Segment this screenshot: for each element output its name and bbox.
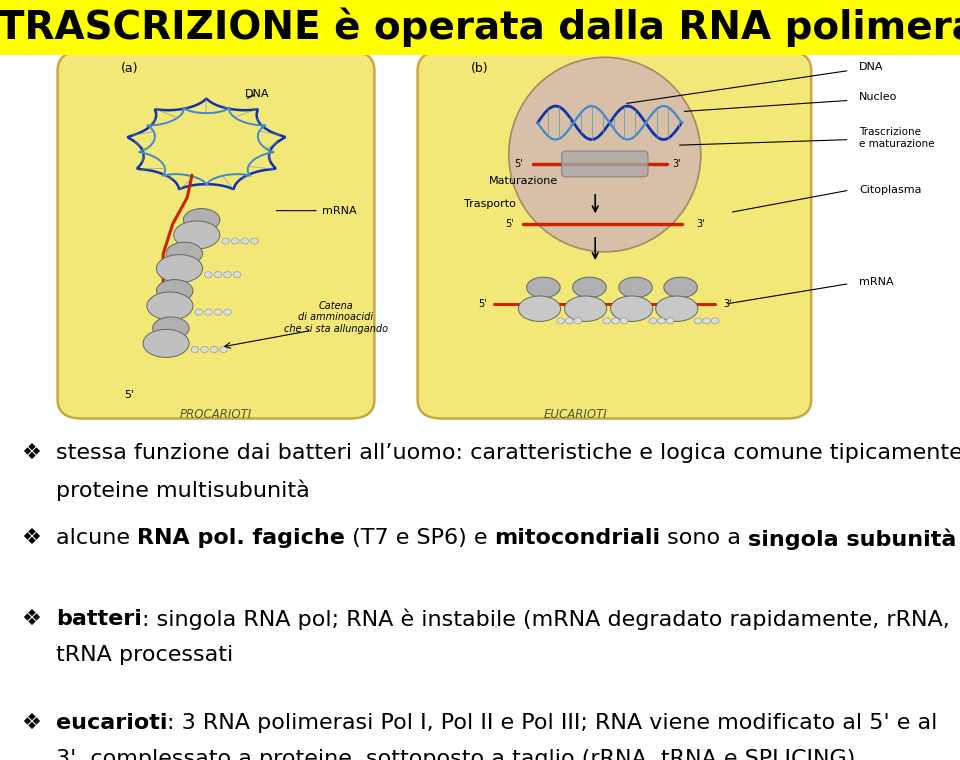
Text: DNA: DNA [245, 89, 270, 99]
Text: 3', complessato a proteine, sottoposto a taglio (rRNA, tRNA e SPLICING),: 3', complessato a proteine, sottoposto a… [56, 749, 862, 760]
Text: Trascrizione
e maturazione: Trascrizione e maturazione [859, 127, 935, 148]
Circle shape [195, 309, 203, 315]
Circle shape [204, 271, 212, 277]
Circle shape [711, 318, 719, 324]
Text: sono a: sono a [660, 528, 749, 548]
Text: : singola RNA pol; RNA è instabile (mRNA degradato rapidamente, rRNA,: : singola RNA pol; RNA è instabile (mRNA… [141, 609, 949, 630]
Text: PROCARIOTI: PROCARIOTI [180, 408, 252, 421]
Ellipse shape [656, 296, 698, 321]
Ellipse shape [147, 292, 193, 320]
Ellipse shape [153, 317, 189, 340]
Circle shape [231, 238, 239, 244]
Ellipse shape [509, 57, 701, 252]
Text: tRNA processati: tRNA processati [56, 645, 233, 665]
Text: (b): (b) [471, 62, 489, 75]
Text: mRNA: mRNA [276, 206, 356, 216]
Text: 3': 3' [696, 219, 705, 229]
Text: EUCARIOTI: EUCARIOTI [544, 408, 608, 421]
Text: 3': 3' [672, 159, 681, 169]
Text: (T7 e SP6) e: (T7 e SP6) e [345, 528, 494, 548]
Text: singola subunità: singola subunità [749, 528, 957, 549]
FancyBboxPatch shape [58, 52, 374, 419]
Circle shape [241, 238, 249, 244]
Circle shape [251, 238, 258, 244]
Circle shape [214, 271, 222, 277]
FancyBboxPatch shape [0, 55, 960, 760]
Ellipse shape [183, 208, 220, 231]
Text: mitocondriali: mitocondriali [494, 528, 660, 548]
FancyBboxPatch shape [0, 0, 960, 55]
Text: 3': 3' [723, 299, 732, 309]
Ellipse shape [166, 242, 203, 264]
Text: ❖: ❖ [21, 528, 41, 548]
Text: batteri: batteri [56, 609, 141, 629]
Text: stessa funzione dai batteri all’uomo: caratteristiche e logica comune tipicament: stessa funzione dai batteri all’uomo: ca… [56, 443, 960, 463]
FancyBboxPatch shape [562, 151, 648, 177]
Circle shape [658, 318, 665, 324]
Ellipse shape [611, 296, 653, 321]
Text: mRNA: mRNA [859, 277, 894, 287]
Circle shape [694, 318, 702, 324]
Ellipse shape [174, 221, 220, 249]
Text: DNA: DNA [859, 62, 884, 72]
Text: 5': 5' [125, 390, 134, 400]
Text: 5': 5' [478, 299, 487, 309]
Circle shape [703, 318, 710, 324]
Text: Trasporto: Trasporto [464, 199, 516, 209]
Circle shape [224, 271, 231, 277]
Ellipse shape [156, 255, 203, 283]
Circle shape [603, 318, 611, 324]
Text: proteine multisubunità: proteine multisubunità [56, 480, 309, 501]
Circle shape [620, 318, 628, 324]
Text: 5': 5' [515, 159, 523, 169]
Ellipse shape [572, 277, 606, 298]
Text: Catena
di amminoacidi
che si sta allungando: Catena di amminoacidi che si sta allunga… [284, 301, 388, 334]
Text: alcune: alcune [56, 528, 137, 548]
Text: : 3 RNA polimerasi Pol I, Pol II e Pol III; RNA viene modificato al 5' e al: : 3 RNA polimerasi Pol I, Pol II e Pol I… [167, 713, 938, 733]
Circle shape [557, 318, 564, 324]
Ellipse shape [518, 296, 561, 321]
Text: Maturazione: Maturazione [489, 176, 558, 186]
Circle shape [220, 347, 228, 353]
Text: ❖: ❖ [21, 609, 41, 629]
Text: la TRASCRIZIONE è operata dalla RNA polimerasi: la TRASCRIZIONE è operata dalla RNA poli… [0, 8, 960, 47]
Circle shape [204, 309, 212, 315]
Text: (a): (a) [121, 62, 138, 75]
Circle shape [210, 347, 218, 353]
Ellipse shape [143, 329, 189, 357]
Circle shape [233, 271, 241, 277]
Circle shape [191, 347, 199, 353]
Ellipse shape [664, 277, 697, 298]
Text: ❖: ❖ [21, 443, 41, 463]
Circle shape [201, 347, 208, 353]
Text: Nucleo: Nucleo [859, 93, 898, 103]
FancyBboxPatch shape [418, 52, 811, 419]
Ellipse shape [156, 280, 193, 302]
Circle shape [214, 309, 222, 315]
Ellipse shape [619, 277, 652, 298]
Text: RNA pol. fagiche: RNA pol. fagiche [137, 528, 345, 548]
Text: ❖: ❖ [21, 713, 41, 733]
Circle shape [666, 318, 674, 324]
Text: 5': 5' [505, 219, 514, 229]
Circle shape [222, 238, 229, 244]
Text: eucarioti: eucarioti [56, 713, 167, 733]
Circle shape [612, 318, 619, 324]
Circle shape [224, 309, 231, 315]
Circle shape [649, 318, 657, 324]
Ellipse shape [527, 277, 560, 298]
Circle shape [574, 318, 582, 324]
Ellipse shape [564, 296, 607, 321]
Text: Citoplasma: Citoplasma [859, 185, 922, 195]
Circle shape [565, 318, 573, 324]
